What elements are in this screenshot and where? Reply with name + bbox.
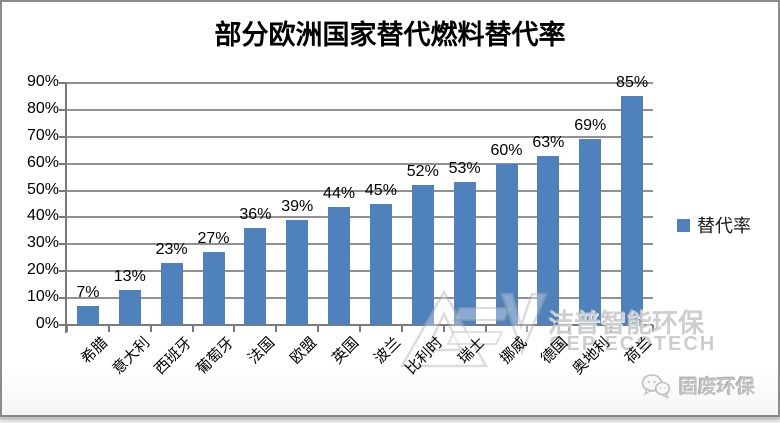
- bar-value-label: 52%: [406, 163, 439, 181]
- y-tick-label: 80%: [26, 99, 59, 117]
- gridline: [67, 135, 653, 138]
- y-axis-tick: [59, 324, 67, 326]
- bar-value-label: 39%: [281, 198, 314, 216]
- bar: [621, 96, 644, 325]
- gridline: [67, 162, 653, 165]
- x-axis-tick: [442, 325, 445, 332]
- wechat-badge: 固废环保: [641, 372, 755, 399]
- legend-swatch-icon: [677, 218, 690, 232]
- bar: [244, 228, 267, 325]
- y-tick-label: 0%: [35, 315, 59, 332]
- bar: [495, 163, 518, 325]
- y-tick-label: 40%: [26, 207, 59, 225]
- bar: [453, 182, 476, 325]
- bar-value-label: 44%: [323, 184, 356, 202]
- gridline: [67, 297, 653, 300]
- y-tick-label: 30%: [26, 234, 59, 252]
- bar: [369, 204, 392, 325]
- x-axis-tick: [149, 325, 152, 332]
- bar: [118, 290, 141, 325]
- bar-value-label: 63%: [532, 133, 565, 151]
- gridline: [67, 270, 653, 273]
- bar-value-label: 60%: [490, 141, 523, 159]
- gridline: [67, 243, 653, 246]
- watermark-brand-cn: 洁普智能环保: [548, 309, 705, 339]
- y-axis-tick: [59, 270, 67, 273]
- y-axis-tick: [59, 243, 67, 246]
- y-tick-label: 70%: [26, 126, 59, 144]
- bar-value-label: 23%: [155, 241, 188, 259]
- bar: [537, 155, 560, 325]
- y-axis-tick: [59, 297, 67, 300]
- y-axis-line: [65, 83, 67, 333]
- y-tick-label: 90%: [26, 73, 59, 90]
- bar: [202, 252, 225, 325]
- x-axis-tick: [610, 325, 613, 332]
- x-axis-tick: [66, 325, 68, 332]
- gridline: [67, 189, 653, 192]
- x-axis-tick: [233, 325, 236, 332]
- bar-value-label: 13%: [113, 268, 146, 286]
- bar-value-label: 27%: [197, 230, 230, 248]
- x-axis-tick: [568, 325, 571, 332]
- bar: [328, 206, 351, 325]
- chat-bubbles-icon: [641, 373, 671, 399]
- legend: 替代率: [677, 212, 751, 238]
- y-axis-tick: [59, 108, 67, 111]
- y-tick-label: 20%: [26, 261, 59, 279]
- x-axis-tick: [275, 325, 278, 332]
- x-axis-tick: [652, 325, 654, 332]
- bar-value-label: 7%: [76, 284, 100, 302]
- y-axis-tick: [59, 189, 67, 192]
- y-axis-tick: [59, 216, 67, 219]
- y-tick-label: 50%: [26, 180, 59, 198]
- y-axis-tick: [59, 135, 67, 138]
- gridline: [67, 108, 653, 111]
- y-tick-label: 60%: [26, 153, 59, 171]
- bar: [286, 220, 309, 325]
- x-axis-tick: [191, 325, 194, 332]
- x-axis-tick: [317, 325, 320, 332]
- y-tick-label: 10%: [26, 288, 59, 306]
- gridline: [67, 216, 653, 219]
- x-axis-tick: [484, 325, 487, 332]
- watermark-brand-en: GEP ECOTECH: [549, 333, 717, 355]
- bar: [579, 139, 602, 325]
- badge-label: 固废环保: [679, 376, 756, 398]
- x-axis-tick: [526, 325, 529, 332]
- x-axis-tick: [400, 325, 403, 332]
- bar-value-label: 36%: [239, 206, 272, 224]
- bar-value-label: 85%: [616, 74, 649, 92]
- gridline: [67, 82, 653, 84]
- bar: [160, 263, 183, 325]
- gep-logo-watermark-icon: [399, 289, 548, 368]
- bar-value-label: 45%: [364, 182, 397, 199]
- bar: [411, 185, 434, 325]
- legend-label: 替代率: [697, 216, 751, 237]
- y-axis-tick: [59, 162, 67, 165]
- bar: [76, 306, 99, 325]
- x-axis-tick: [359, 325, 361, 332]
- bar-value-label: 53%: [448, 160, 481, 178]
- bar-value-label: 69%: [574, 117, 607, 135]
- chart-title: 部分欧洲国家替代燃料替代率: [214, 20, 566, 51]
- x-axis-tick: [107, 325, 110, 332]
- y-axis-tick: [59, 82, 67, 84]
